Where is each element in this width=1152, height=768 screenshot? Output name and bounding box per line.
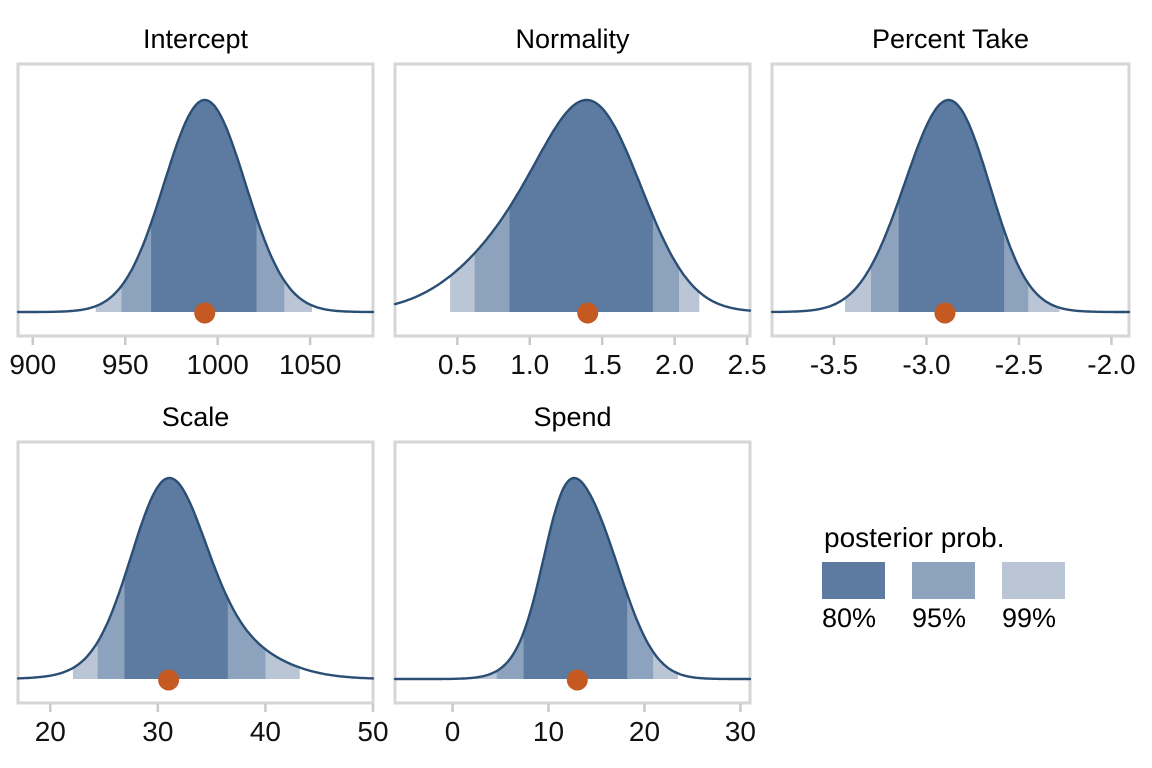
- legend-item: 80%: [822, 562, 885, 634]
- legend-swatch: [1002, 562, 1065, 599]
- legend-item: 95%: [912, 562, 975, 634]
- x-tick-label: -2.5: [995, 349, 1043, 380]
- x-tick-label: -3.0: [902, 349, 950, 380]
- x-tick-label: 50: [357, 716, 388, 747]
- density-curve: [16, 476, 375, 680]
- x-tick-label: -3.5: [810, 349, 858, 380]
- legend-title: posterior prob.: [824, 522, 1005, 553]
- x-tick-label: 30: [725, 716, 756, 747]
- x-tick-label: 30: [142, 716, 173, 747]
- density-curve: [16, 98, 375, 314]
- x-tick-label: 950: [102, 349, 149, 380]
- interval-band-80: [151, 100, 257, 312]
- legend-swatch: [822, 562, 885, 599]
- interval-band-80: [523, 478, 628, 679]
- density-curve: [770, 98, 1131, 314]
- x-tick-label: 40: [250, 716, 281, 747]
- interval-band-80: [509, 100, 653, 312]
- panel-title: Percent Take: [872, 24, 1029, 54]
- panel-normality: 0.5 1.0 1.5 2.0 2.5 Normality: [393, 24, 767, 380]
- legend-item: 99%: [1002, 562, 1065, 634]
- panel-spend: 0 10 20 30 Spend: [393, 402, 756, 747]
- x-tick-label: 20: [35, 716, 66, 747]
- point-estimate-dot: [566, 669, 588, 691]
- interval-band-80: [898, 100, 1005, 312]
- x-tick-label: 1.5: [583, 349, 622, 380]
- x-tick-label: 1.0: [510, 349, 549, 380]
- x-tick-label: 1050: [279, 349, 341, 380]
- point-estimate-dot: [194, 302, 216, 324]
- legend-item-label: 95%: [912, 603, 967, 633]
- panel-title: Scale: [162, 402, 230, 432]
- legend-swatch: [912, 562, 975, 599]
- legend-item-label: 99%: [1002, 603, 1057, 633]
- panel-title: Normality: [515, 24, 630, 54]
- legend-items: 80% 95% 99%: [822, 562, 1122, 634]
- x-tick-label: 0: [445, 716, 461, 747]
- point-estimate-dot: [934, 302, 956, 324]
- x-tick-label: 1000: [187, 349, 249, 380]
- panel-intercept: 900 950 1000 1050 Intercept: [9, 24, 375, 380]
- legend: posterior prob. 80% 95% 99%: [822, 522, 1122, 634]
- point-estimate-dot: [577, 302, 599, 324]
- x-tick-label: 2.5: [728, 349, 767, 380]
- density-curve: [393, 476, 752, 681]
- panel-scale: 20 30 40 50 Scale: [16, 402, 389, 747]
- legend-item-label: 80%: [822, 603, 877, 633]
- x-tick-label: 20: [629, 716, 660, 747]
- panel-percent-take: -3.5 -3.0 -2.5 -2.0 Percent Take: [770, 24, 1136, 380]
- point-estimate-dot: [158, 669, 180, 691]
- x-tick-label: -2.0: [1087, 349, 1135, 380]
- x-tick-label: 900: [9, 349, 56, 380]
- x-tick-label: 10: [533, 716, 564, 747]
- panel-title: Spend: [533, 402, 611, 432]
- interval-band-80: [124, 478, 228, 679]
- panel-title: Intercept: [143, 24, 249, 54]
- x-tick-label: 0.5: [438, 349, 477, 380]
- density-curve: [393, 98, 752, 312]
- x-tick-label: 2.0: [655, 349, 694, 380]
